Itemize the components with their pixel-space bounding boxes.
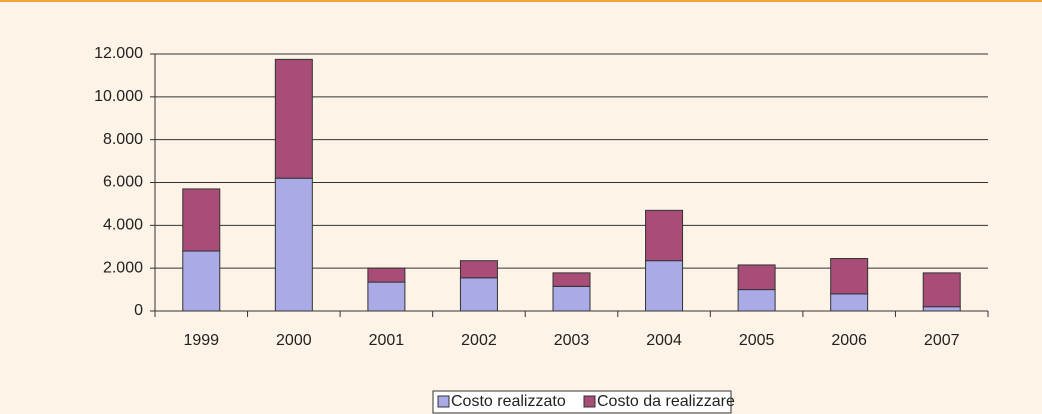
- y-tick-label: 10.000: [94, 88, 143, 105]
- y-tick-label: 12.000: [94, 45, 143, 62]
- x-tick-label: 2002: [461, 332, 497, 349]
- bar-segment: [552, 272, 591, 287]
- bar-segment: [830, 258, 869, 295]
- y-tick-label: 4.000: [103, 217, 143, 234]
- bar-segment: [737, 264, 776, 291]
- bar-segment: [645, 209, 684, 262]
- bar-segment: [367, 281, 406, 312]
- top-border: [0, 0, 1042, 2]
- x-tick-label: 2003: [554, 332, 590, 349]
- y-tick-label: 8.000: [103, 131, 143, 148]
- bar-segment: [737, 289, 776, 312]
- x-tick-label: 2005: [739, 332, 775, 349]
- y-tick-label: 6.000: [103, 174, 143, 191]
- legend-label: Costo realizzato: [451, 393, 566, 410]
- legend-label: Costo da realizzare: [597, 393, 735, 410]
- bar-segment: [922, 306, 961, 312]
- legend-box: [432, 390, 732, 414]
- bar-segment: [274, 58, 313, 179]
- bar-segment: [459, 260, 498, 279]
- bar-segment: [182, 250, 221, 312]
- bar-segment: [274, 177, 313, 312]
- x-tick-label: 2007: [924, 332, 960, 349]
- y-tick-label: 0: [134, 302, 143, 319]
- x-tick-label: 1999: [183, 332, 219, 349]
- bar-segment: [182, 188, 221, 252]
- x-tick-label: 2000: [276, 332, 312, 349]
- y-tick-label: 2.000: [103, 259, 143, 276]
- bar-segment: [459, 277, 498, 312]
- bar-segment: [830, 293, 869, 312]
- x-tick-label: 2004: [646, 332, 682, 349]
- bar-segment: [922, 272, 961, 308]
- bar-segment: [367, 267, 406, 283]
- bar-segment: [552, 285, 591, 312]
- legend-swatch: [437, 395, 450, 408]
- x-tick-label: 2001: [369, 332, 405, 349]
- bar-segment: [645, 260, 684, 312]
- x-tick-label: 2006: [831, 332, 867, 349]
- legend-swatch: [583, 395, 596, 408]
